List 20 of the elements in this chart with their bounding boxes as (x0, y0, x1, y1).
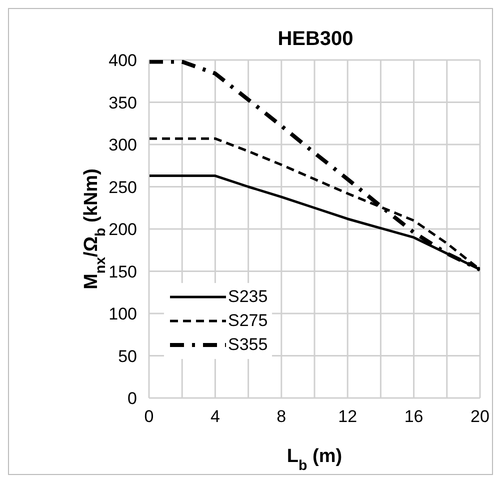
y-tick-label: 300 (108, 136, 137, 155)
y-tick-label: 400 (108, 51, 137, 70)
x-tick-label: 4 (210, 407, 220, 426)
legend-label: S355 (228, 335, 268, 355)
x-tick-label: 8 (276, 407, 286, 426)
x-axis-title: L$_{b}$ (m) (286, 446, 342, 474)
x-tick-label: 12 (338, 407, 358, 426)
x-tick-label: 16 (404, 407, 424, 426)
chart-title: HEB300 (278, 28, 354, 50)
y-tick-label: 200 (108, 220, 137, 240)
legend-label: S275 (228, 311, 268, 331)
y-tick-label: 100 (108, 304, 137, 324)
legend-label: S235 (228, 287, 268, 307)
y-tick-label: 350 (108, 93, 137, 112)
y-tick-label: 50 (118, 346, 137, 366)
x-tick-label: 20 (470, 407, 490, 426)
y-tick-label: 250 (108, 178, 137, 197)
y-tick-label: 0 (128, 389, 137, 408)
y-tick-label: 150 (108, 262, 137, 282)
x-tick-label: 0 (144, 407, 154, 426)
